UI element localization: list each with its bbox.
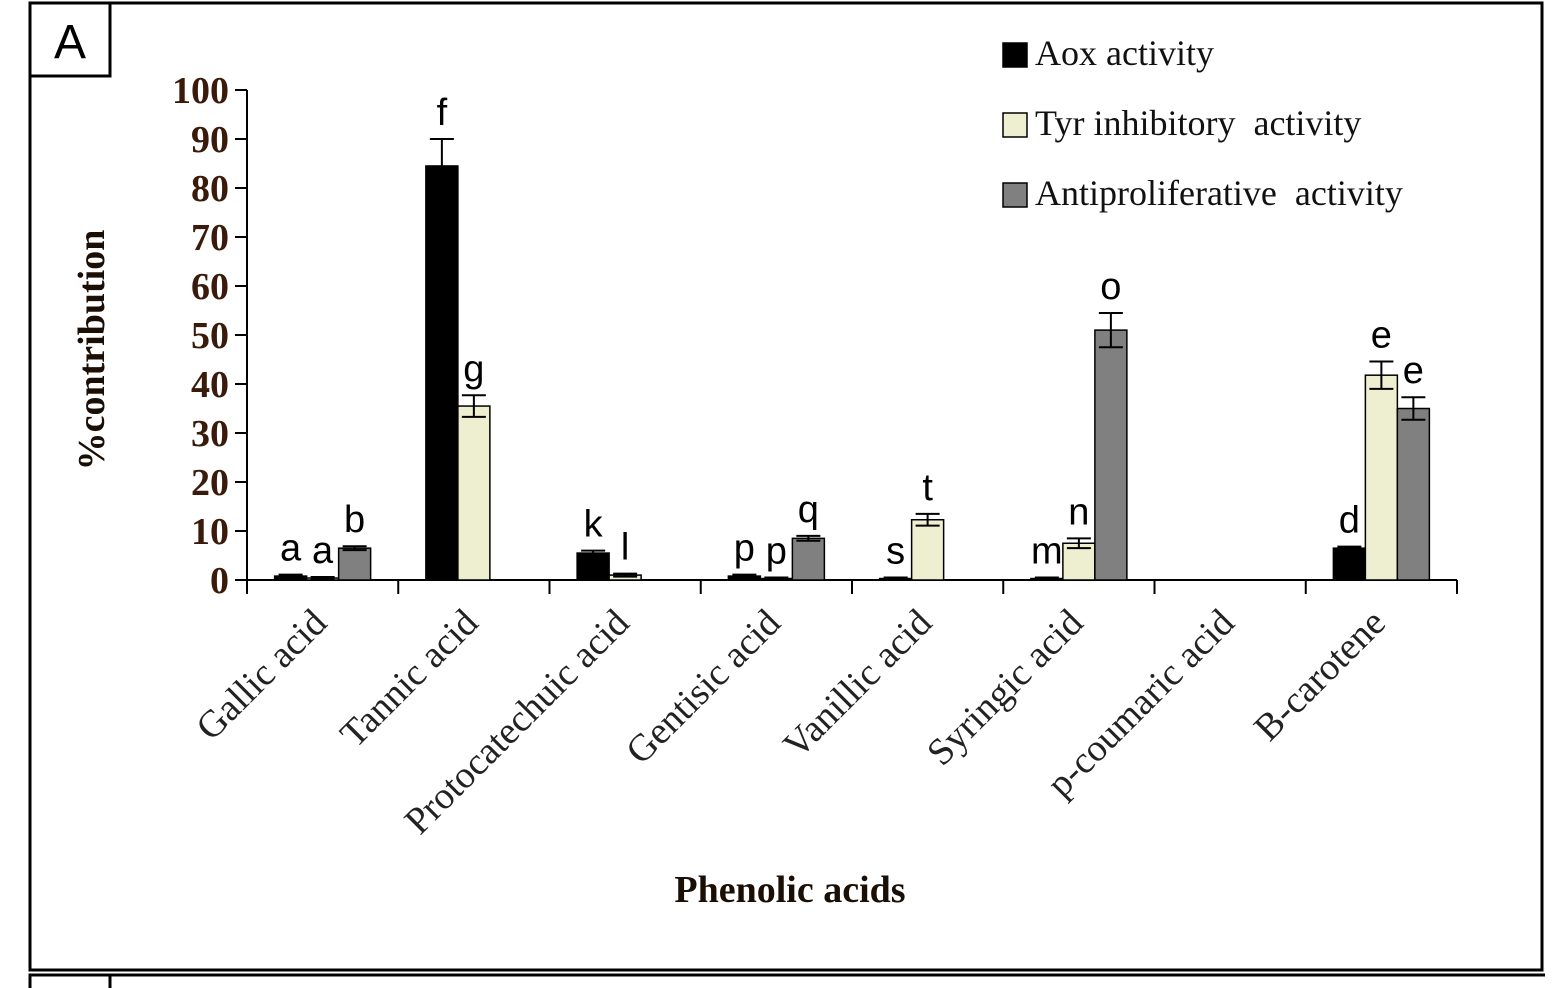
significance-letter: k — [584, 504, 604, 546]
y-tick-label: 40 — [191, 364, 229, 406]
y-tick-label: 50 — [191, 315, 229, 357]
significance-letter: n — [1068, 491, 1089, 533]
legend-label: Antiproliferative activity — [1035, 173, 1403, 213]
significance-letter: p — [734, 528, 755, 570]
y-tick-label: 0 — [210, 560, 229, 602]
significance-letter: e — [1403, 350, 1424, 392]
y-tick-label: 10 — [191, 511, 229, 553]
significance-letter: f — [437, 92, 448, 134]
panel-letter-box — [28, 1, 112, 78]
legend-label: Aox activity — [1035, 33, 1214, 73]
bar-aox-7 — [1332, 547, 1367, 581]
significance-letter: a — [312, 530, 334, 572]
significance-letter: e — [1371, 314, 1392, 356]
category-label: B-carotene — [1246, 602, 1394, 750]
category-label: Gentisic acid — [618, 602, 789, 773]
significance-letter: a — [280, 528, 302, 570]
next-panel-letter-box — [28, 973, 112, 988]
bar-antiproliferative-0 — [337, 547, 372, 581]
significance-letters: a f k p s m d a g l p t n e b q o e — [280, 92, 1424, 573]
significance-letter: m — [1031, 531, 1063, 573]
y-tick-label: 100 — [172, 70, 229, 112]
legend-swatch — [1002, 112, 1028, 138]
legend-swatch — [1002, 182, 1028, 208]
y-axis-title: %contribution — [71, 230, 113, 471]
y-ticks: 0 10 20 30 40 50 60 70 80 90 100 — [172, 70, 247, 602]
y-tick-label: 20 — [191, 462, 229, 504]
legend-swatch — [1002, 42, 1028, 68]
y-tick-label: 70 — [191, 217, 229, 259]
bar-tyr-4 — [910, 518, 945, 581]
significance-letter: s — [886, 531, 905, 573]
bars — [273, 165, 1431, 581]
legend: Aox activity Tyr inhibitory activity Antip… — [1002, 33, 1403, 213]
figure-frame — [28, 1, 1544, 972]
panel-letter: A — [54, 16, 86, 69]
bar-tyr-7 — [1364, 374, 1399, 581]
significance-letter: g — [463, 348, 484, 390]
bar-antiproliferative-3 — [791, 537, 826, 581]
error-bars — [278, 138, 1426, 581]
bar-tyr-5 — [1062, 542, 1096, 581]
category-label: Tannic acid — [332, 602, 486, 756]
significance-letter: t — [922, 467, 933, 509]
significance-letter: l — [621, 527, 629, 569]
bar-aox-2 — [576, 552, 610, 581]
significance-letter: b — [344, 499, 365, 541]
significance-letter: o — [1100, 266, 1121, 308]
significance-letter: d — [1339, 500, 1360, 542]
category-label: Vanillic acid — [775, 602, 940, 767]
y-tick-label: 90 — [191, 119, 229, 161]
x-ticks — [246, 580, 1458, 594]
y-tick-label: 60 — [191, 266, 229, 308]
legend-label: Tyr inhibitory activity — [1035, 103, 1361, 143]
significance-letter: q — [798, 489, 819, 531]
bar-tyr-1 — [457, 405, 491, 581]
bar-antiproliferative-7 — [1396, 407, 1431, 581]
bar-aox-1 — [425, 165, 459, 581]
significance-letter: p — [766, 531, 787, 573]
bar-antiproliferative-5 — [1094, 329, 1128, 581]
y-tick-label: 80 — [191, 168, 229, 210]
x-axis-title: Phenolic acids — [674, 869, 905, 911]
category-label: Gallic acid — [188, 602, 335, 749]
y-tick-label: 30 — [191, 413, 229, 455]
